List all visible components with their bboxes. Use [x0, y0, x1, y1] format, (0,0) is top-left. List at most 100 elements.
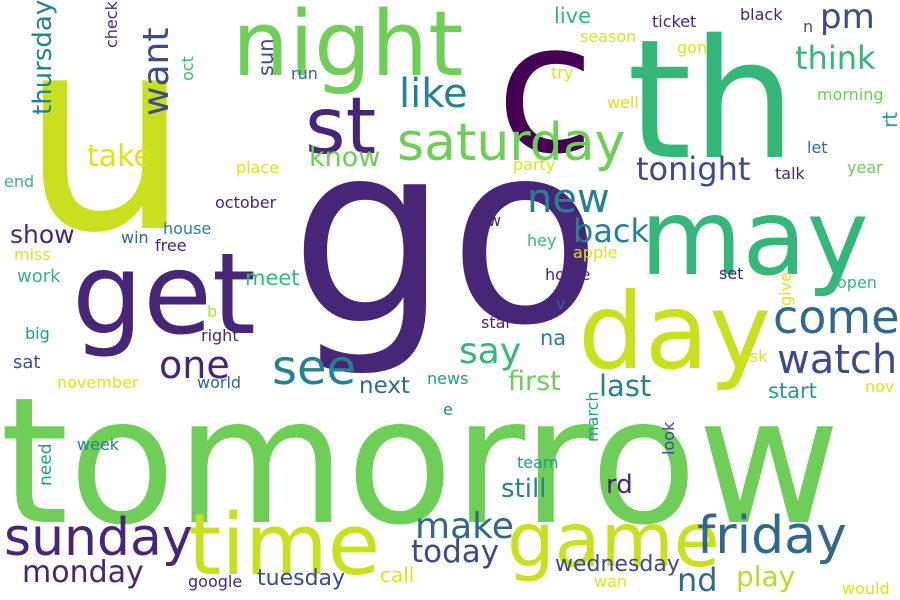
word: pm [820, 0, 875, 37]
word: u [20, 0, 192, 292]
word: team [517, 452, 559, 472]
word: open [837, 272, 877, 292]
word: friday [697, 506, 847, 567]
word: start [768, 379, 817, 404]
word: sat [13, 352, 41, 374]
word: tonight [636, 149, 751, 188]
word: want [136, 27, 178, 116]
word: morning [817, 84, 884, 104]
word: work [17, 266, 61, 288]
word: know [309, 142, 381, 174]
word: next [359, 372, 410, 399]
word: today [411, 534, 500, 571]
word: come [773, 290, 900, 345]
word: make [415, 505, 514, 547]
word: give [776, 272, 796, 306]
word: check [102, 1, 122, 48]
word: oct [178, 56, 198, 81]
word: saturday [397, 113, 626, 174]
word: october [215, 192, 277, 212]
word: time [188, 496, 381, 596]
word: hey [527, 230, 557, 250]
word: apple [573, 242, 618, 262]
word: big [25, 323, 50, 343]
word: watch [777, 336, 898, 383]
word: run [291, 63, 318, 83]
word: meet [245, 266, 300, 291]
word: miss [14, 244, 51, 264]
word: play [736, 559, 796, 593]
word: may [640, 177, 869, 300]
word: week [77, 434, 120, 454]
word: march [583, 391, 603, 442]
word: google [188, 571, 243, 591]
word: star [481, 312, 512, 332]
word: set [719, 263, 744, 283]
word: need [35, 443, 56, 486]
word: home [545, 264, 591, 284]
word: end [4, 171, 35, 191]
word: e [443, 399, 453, 419]
word: monday [22, 555, 144, 591]
word: th [627, 3, 797, 196]
word: say [459, 330, 522, 372]
word: party [513, 154, 556, 174]
word: well [607, 92, 639, 112]
word: st [305, 81, 377, 172]
word: nd [677, 560, 718, 599]
word: year [847, 157, 883, 177]
word: win [121, 227, 149, 247]
word: thursday [27, 0, 58, 115]
word: sunday [4, 508, 193, 569]
word: take [87, 139, 152, 175]
word: c [496, 0, 595, 194]
word: try [551, 62, 574, 82]
word: na [540, 326, 567, 351]
word: night [232, 0, 464, 97]
word: tuesday [257, 566, 346, 592]
word: call [380, 562, 415, 587]
word: wan [594, 571, 628, 591]
word: house [163, 218, 212, 238]
word: live [554, 4, 592, 29]
word: day [578, 271, 772, 394]
word: b [207, 301, 218, 321]
word: let [807, 137, 828, 157]
word: first [508, 366, 561, 398]
word: look [659, 421, 679, 455]
word: show [10, 220, 75, 249]
word: see [272, 339, 357, 396]
word: tomorrow [0, 361, 841, 564]
word: new [527, 175, 610, 222]
word: w [488, 210, 502, 230]
word: think [795, 38, 876, 77]
word: game [507, 496, 720, 584]
word: talk [775, 163, 805, 183]
word: gon [677, 37, 708, 57]
word: rt [878, 111, 900, 128]
word: last [599, 368, 652, 403]
word: right [201, 325, 239, 345]
word: wednesday [555, 552, 680, 578]
word: one [159, 343, 230, 388]
word: free [155, 235, 187, 255]
word: v [556, 293, 566, 313]
word: go [290, 89, 602, 380]
word: still [501, 474, 547, 505]
word: get [72, 229, 256, 360]
word: rd [606, 470, 633, 501]
word: back [573, 211, 650, 250]
word: would [842, 578, 890, 598]
word: place [236, 157, 280, 177]
word: news [427, 368, 469, 388]
word: like [399, 70, 468, 117]
word: ticket [652, 11, 697, 31]
word: nov [865, 376, 895, 396]
word: black [740, 4, 783, 24]
word: n [803, 16, 814, 36]
word: season [580, 26, 637, 46]
word: sun [253, 38, 278, 76]
word: world [197, 372, 242, 392]
word: ask [740, 346, 768, 366]
